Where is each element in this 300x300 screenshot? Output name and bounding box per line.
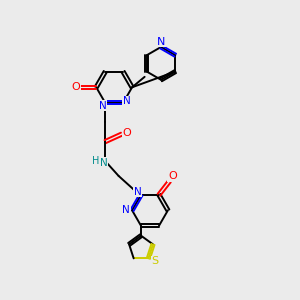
Text: O: O: [72, 82, 80, 92]
Text: O: O: [168, 171, 177, 181]
Text: N: N: [123, 96, 130, 106]
Text: S: S: [152, 256, 158, 266]
Text: N: N: [122, 205, 130, 215]
Text: H: H: [92, 156, 99, 166]
Text: N: N: [157, 37, 165, 46]
Text: N: N: [134, 187, 141, 197]
Text: N: N: [100, 158, 108, 167]
Text: N: N: [99, 101, 107, 111]
Text: O: O: [123, 128, 131, 138]
